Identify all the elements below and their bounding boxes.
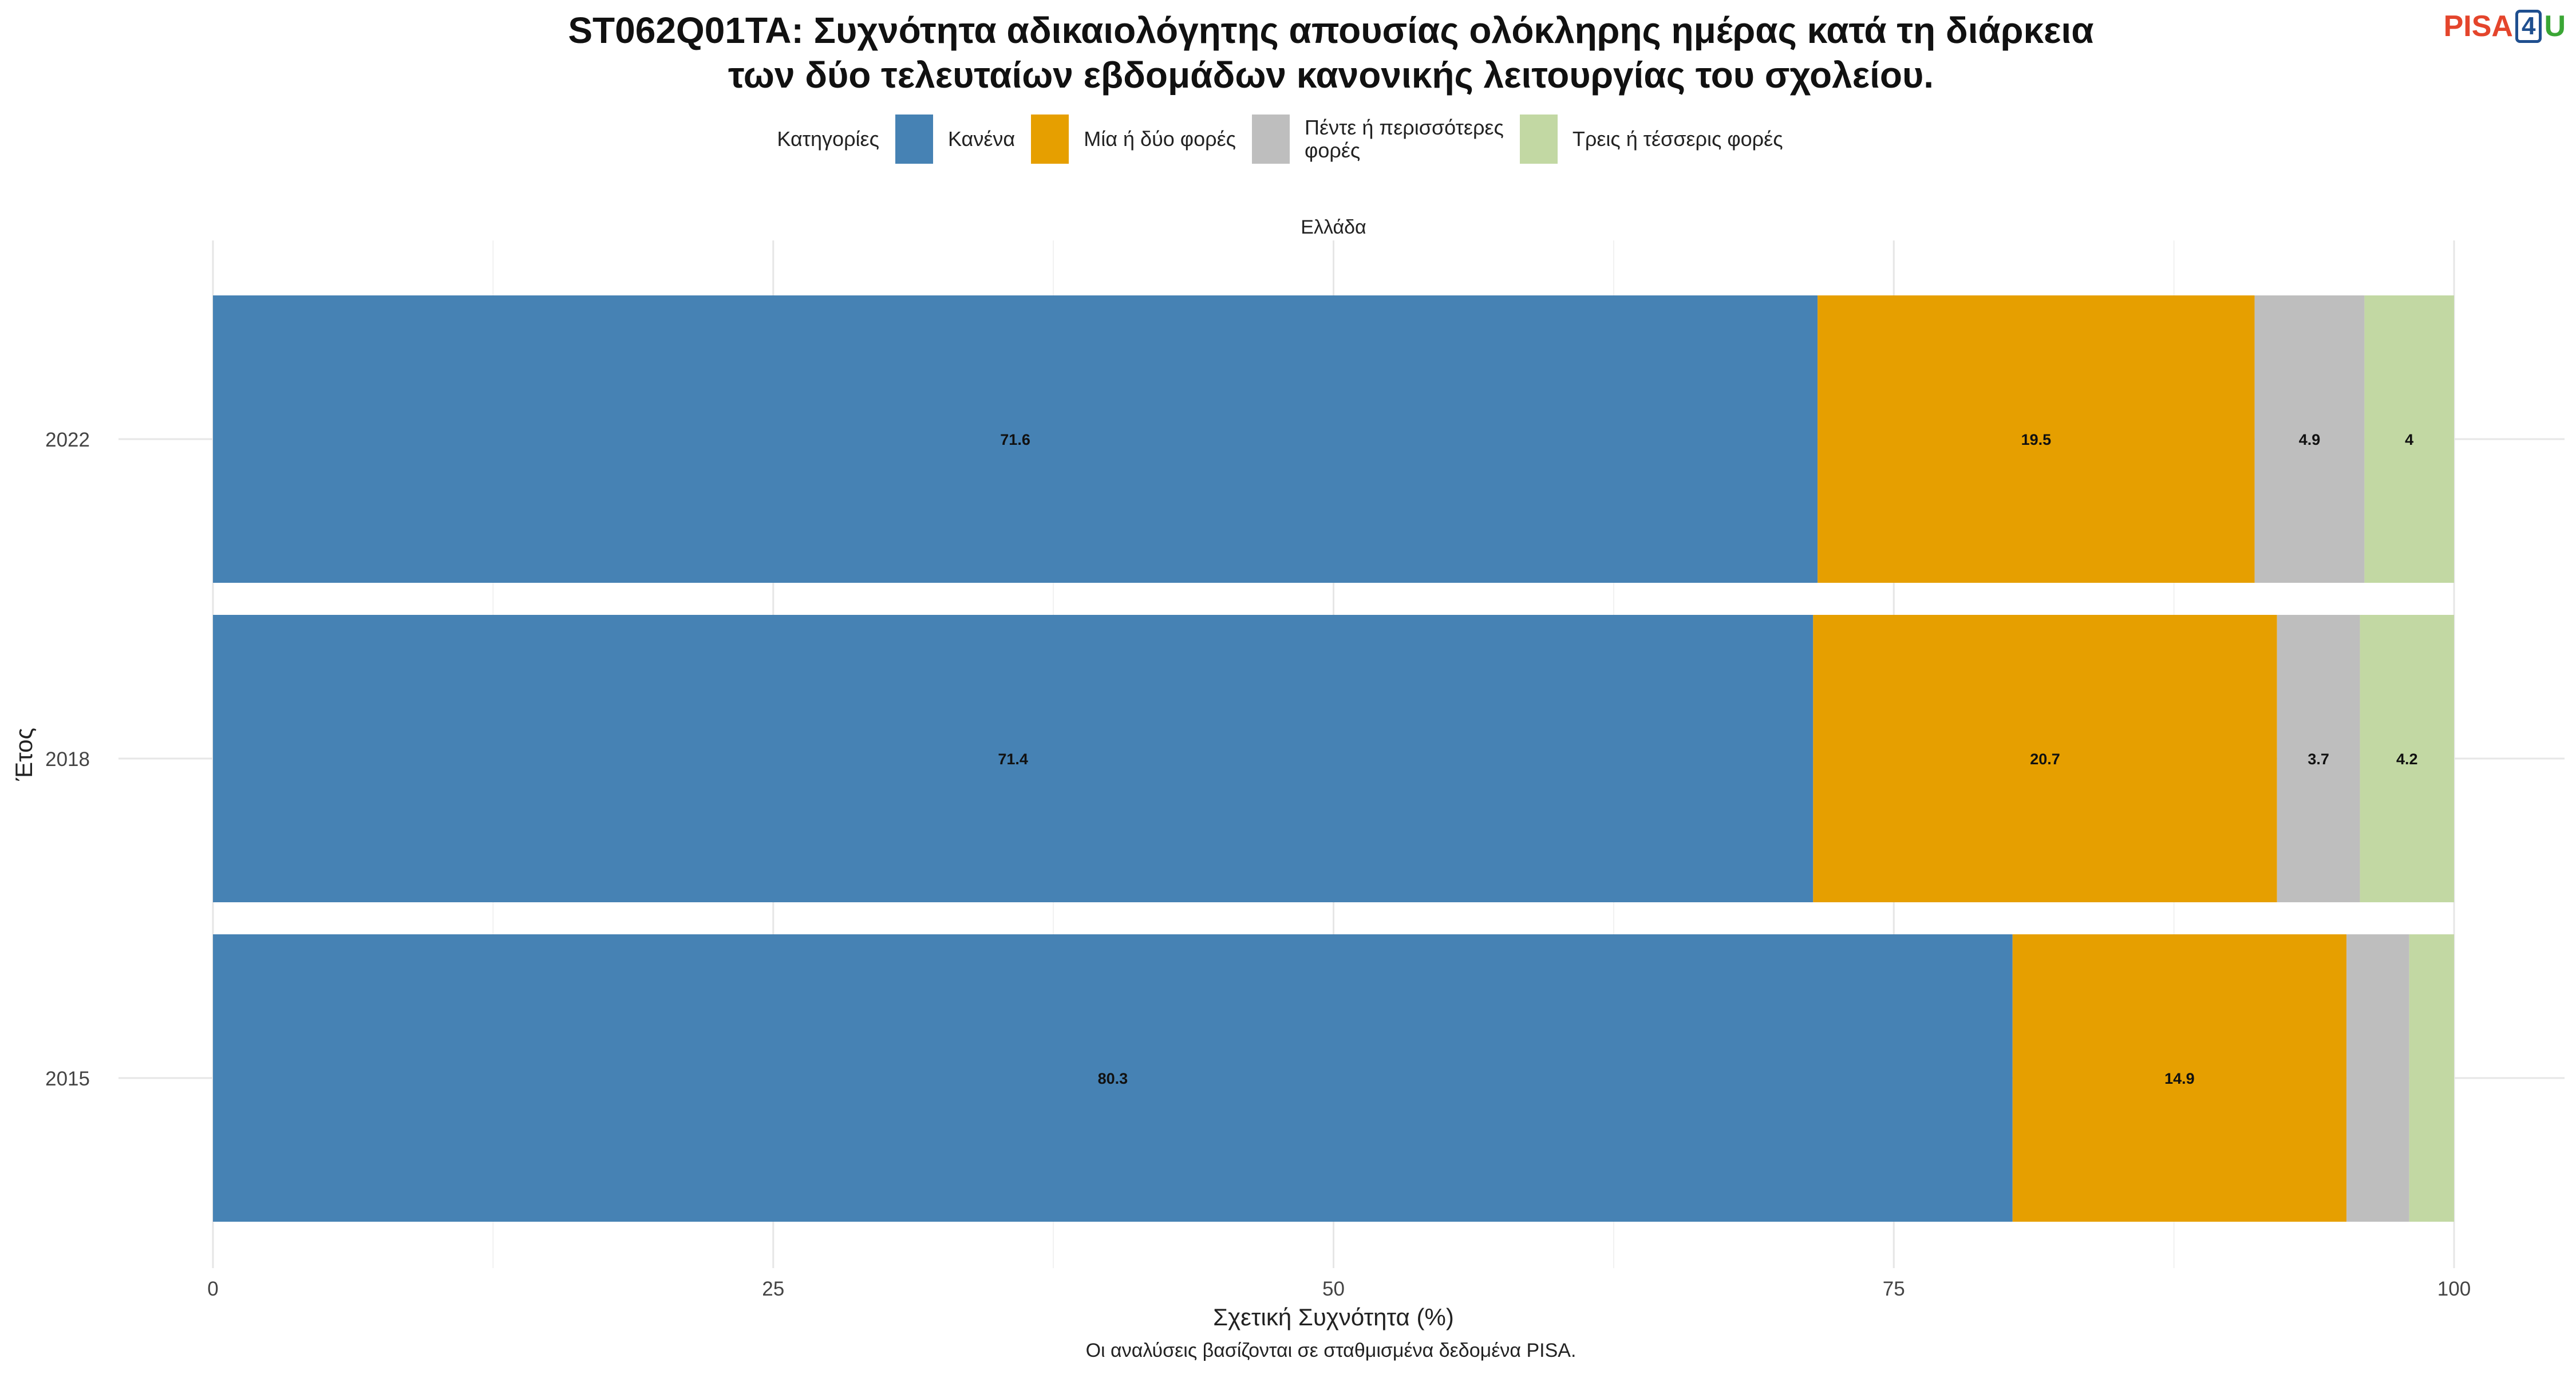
x-tick-label: 75 (1883, 1278, 1905, 1300)
bar-value-label: 4 (2405, 431, 2413, 448)
legend-label-mia-i-dyo: Μία ή δύο φορές (1084, 127, 1236, 151)
chart-legend: Κατηγορίες Κανένα Μία ή δύο φορές Πέντε … (0, 114, 2576, 164)
bar-value-label: 3.7 (2308, 751, 2329, 768)
bar-segment (213, 615, 1814, 902)
x-tick-label: 50 (1322, 1278, 1345, 1300)
bar-value-label: 4.2 (2396, 751, 2418, 768)
bar-value-label: 20.7 (2030, 751, 2060, 768)
logo-four-text: 4 (2515, 10, 2542, 43)
bar-value-label: 14.9 (2164, 1070, 2195, 1087)
bar-segment (213, 295, 1818, 583)
legend-item-treis: Τρεις ή τέσσερις φορές (1519, 114, 1783, 164)
logo-u-text: U (2544, 10, 2566, 43)
bar-segment (2012, 934, 2347, 1222)
chart-title-line-1: ST062Q01TA: Συχνότητα αδικαιολόγητης απο… (568, 10, 2094, 51)
bar-value-label: 71.6 (1000, 431, 1030, 448)
bar-segment (1813, 615, 2277, 902)
legend-swatch-mia-i-dyo (1031, 114, 1069, 164)
y-tick-label: 2022 (45, 429, 90, 451)
bar-value-label: 4.9 (2299, 431, 2321, 448)
chart-title-line-2: των δύο τελευταίων εβδομάδων κανονικής λ… (728, 54, 1934, 96)
chart-title: ST062Q01TA: Συχνότητα αδικαιολόγητης απο… (0, 8, 2576, 97)
legend-item-mia-i-dyo: Μία ή δύο φορές (1031, 114, 1236, 164)
y-tick-label: 2018 (45, 748, 90, 771)
panel-label: Ελλάδα (1301, 216, 1366, 238)
bar-segment (2254, 295, 2365, 583)
legend-label-pente-line-2: φορές (1305, 139, 1361, 162)
legend-label-kanena: Κανένα (947, 127, 1016, 151)
bar-segment (2409, 934, 2454, 1222)
bar-segment (213, 934, 2013, 1222)
legend-title: Κατηγορίες (777, 127, 879, 151)
pisa4u-logo: PISA 4 U (2444, 9, 2566, 44)
x-tick-label: 0 (207, 1278, 218, 1300)
x-axis-title: Σχετική Συχνότητα (%) (1213, 1304, 1454, 1330)
legend-swatch-treis (1519, 114, 1558, 164)
legend-swatch-pente (1252, 114, 1290, 164)
legend-item-kanena: Κανένα (895, 114, 1015, 164)
footer-note: Οι αναλύσεις βασίζονται σε σταθμισμένα δ… (1085, 1340, 1577, 1361)
bar-segment (2364, 295, 2454, 583)
bar-segment (2277, 615, 2360, 902)
bar-segment (2360, 615, 2454, 902)
legend-item-pente: Πέντε ή περισσότερες φορές (1252, 114, 1504, 164)
x-tick-label: 100 (2437, 1278, 2471, 1300)
bar-segment (2346, 934, 2409, 1222)
legend-label-treis: Τρεις ή τέσσερις φορές (1572, 127, 1783, 151)
x-tick-label: 25 (762, 1278, 784, 1300)
bar-value-label: 19.5 (2021, 431, 2052, 448)
bar-value-label: 71.4 (998, 751, 1028, 768)
y-tick-label: 2015 (45, 1068, 90, 1090)
legend-swatch-kanena (895, 114, 933, 164)
bar-segment (1818, 295, 2255, 583)
y-axis-title: Έτος (10, 728, 37, 781)
logo-pisa-text: PISA (2443, 10, 2513, 43)
legend-label-pente: Πέντε ή περισσότερες φορές (1305, 116, 1504, 162)
bar-value-label: 80.3 (1098, 1070, 1128, 1087)
legend-label-pente-line-1: Πέντε ή περισσότερες (1305, 116, 1504, 139)
